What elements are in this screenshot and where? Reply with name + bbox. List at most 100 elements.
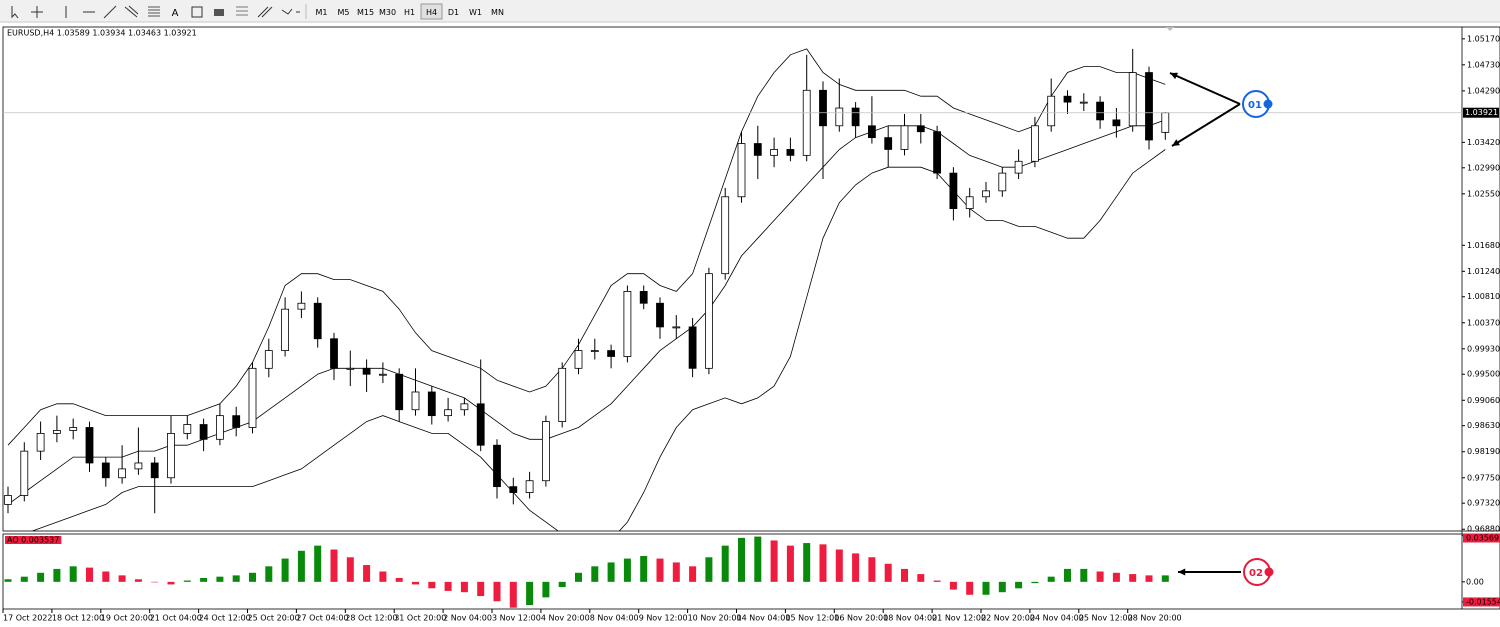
candle-body (232, 415, 241, 428)
current-price-label: 1.03921 (1465, 108, 1498, 117)
oscillator-bar (151, 581, 159, 583)
annotation-arrow (1171, 103, 1241, 147)
oscillator-bar (1031, 581, 1039, 584)
x-tick-label: 24 Oct 12:00 (199, 614, 251, 623)
timeframe-active-bg (420, 3, 443, 20)
oscillator-bar (672, 562, 680, 582)
candle-body (868, 125, 876, 139)
x-tick-label: 16 Nov 20:00 (834, 614, 888, 623)
candle-body (20, 450, 29, 496)
x-tick-label: 2 Nov 04:00 (443, 614, 492, 623)
oscillator-bar (754, 536, 762, 582)
x-tick-label: 31 Oct 20:00 (394, 614, 446, 623)
indicator-title: AO 0.003537 (7, 536, 59, 545)
candle-body (1096, 101, 1104, 121)
oscillator-bar (901, 568, 908, 582)
oscillator-bar (998, 581, 1006, 593)
oscillator-bar (705, 557, 713, 582)
rect-icon[interactable] (214, 9, 224, 16)
chart-title: EURUSD,H4 1.03589 1.03934 1.03463 1.0392… (7, 29, 197, 38)
candle-body (476, 403, 485, 446)
candle-body (199, 424, 208, 440)
fibo-icon[interactable] (148, 6, 160, 17)
x-tick-label: 4 Nov 20:00 (541, 614, 590, 623)
candle-body (916, 125, 925, 133)
oscillator-bar (1161, 575, 1169, 582)
candle-body (215, 415, 224, 440)
candle-body (900, 125, 909, 150)
candle-body (1112, 119, 1121, 127)
candle-body (183, 424, 192, 434)
y-tick-label: 1.04290 (1467, 86, 1500, 95)
y-tick-label: 1.00810 (1467, 292, 1500, 301)
annotations: 01 02 (1169, 72, 1274, 586)
candle-body (982, 190, 990, 198)
oscillator-bar (53, 568, 61, 582)
timeframe-button[interactable]: H1 (404, 8, 415, 17)
oscillator-bar (1015, 581, 1023, 589)
x-tick-label: 28 Nov 20:00 (1128, 614, 1182, 623)
candle-body (1079, 101, 1088, 104)
oscillator-bar (917, 574, 925, 582)
candle-body (509, 486, 518, 493)
y-tick-label: 1.02990 (1467, 163, 1500, 172)
oscillator-bar (575, 572, 582, 582)
oscillator-bar (640, 555, 648, 582)
trendline-icon[interactable] (103, 5, 117, 19)
y-tick-label: 0.99060 (1467, 396, 1500, 405)
band-line (31, 149, 1166, 531)
timeframe-button[interactable]: H4 (426, 8, 437, 17)
x-tick-label: 9 Nov 12:00 (639, 614, 688, 623)
oscillator-bar (542, 581, 550, 598)
grid-icon[interactable] (236, 6, 248, 16)
oscillator-bar (183, 580, 191, 582)
candle-body (36, 432, 45, 452)
arrows-icon[interactable] (281, 8, 300, 15)
candle-body (639, 291, 648, 304)
label-icon[interactable] (191, 6, 203, 18)
current-price-box (1463, 107, 1499, 118)
oscillator-bar (770, 540, 778, 582)
candle-body (150, 462, 159, 479)
candle-body (688, 326, 697, 369)
oscillator-bar (86, 567, 93, 582)
candle-body (607, 350, 615, 357)
oscillator-bar (379, 571, 387, 582)
timeframe-button[interactable]: M30 (379, 8, 396, 17)
x-tick-label: 24 Nov 04:00 (1030, 614, 1084, 623)
band-line (7, 119, 1166, 505)
y-tick-label: 0.98190 (1467, 447, 1500, 456)
oscillator-bar (868, 557, 876, 582)
x-tick-label: 22 Nov 20:00 (981, 614, 1035, 623)
timeframe-button[interactable]: W1 (469, 8, 482, 17)
timeframe-button[interactable]: M5 (338, 8, 350, 17)
timeframe-button[interactable]: D1 (448, 8, 459, 17)
oscillator-bar (216, 576, 224, 582)
cursor-icon[interactable] (11, 6, 19, 19)
oscillator-bar (623, 558, 631, 582)
text-tool[interactable]: A (172, 8, 179, 19)
timeframe-button[interactable]: MN (491, 8, 504, 17)
oscillator-bar (852, 553, 860, 582)
y-tick-label: 0.99500 (1467, 370, 1500, 379)
timeframe-button[interactable]: M1 (316, 8, 328, 17)
candle-body (101, 462, 110, 479)
oscillator-bar (200, 577, 208, 582)
toolbar-bg (0, 0, 1500, 22)
crosshair-icon[interactable] (31, 6, 43, 18)
timeframe-button[interactable]: M15 (357, 8, 374, 17)
y-tick-label: 0.96880 (1467, 525, 1500, 534)
channel-icon[interactable] (124, 5, 139, 18)
pitchfork-icon[interactable] (257, 6, 273, 18)
oscillator-bar (509, 581, 517, 608)
y-tick-label: 1.03420 (1467, 138, 1500, 147)
y-tick-box (1463, 597, 1500, 607)
oscillator-bar (884, 563, 892, 582)
main-panel-border (2, 26, 1500, 532)
candle-body (721, 196, 730, 275)
candle-body (623, 291, 632, 357)
y-tick-label: 1.01240 (1467, 267, 1500, 276)
oscillator-bar (118, 575, 126, 582)
oscillator-bar (803, 543, 811, 582)
